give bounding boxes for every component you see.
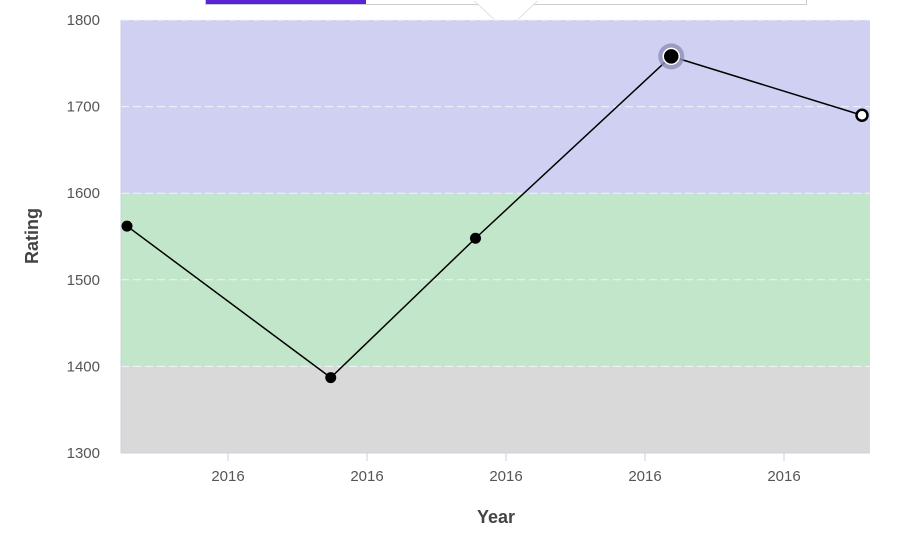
x-tick-label-0: 2016 <box>211 468 244 485</box>
x-tick-label-4: 2016 <box>767 468 800 485</box>
rating-bands <box>121 20 870 453</box>
y-tick-label-1: 1400 <box>67 358 100 375</box>
grid-lines <box>120 19 870 454</box>
x-axis-ticks: 2016 2016 2016 2016 2016 <box>211 453 801 485</box>
y-tick-label-2: 1500 <box>67 272 100 289</box>
x-axis-title: Year <box>477 507 515 527</box>
data-point-4 <box>855 108 869 123</box>
y-tick-label-0: 1300 <box>67 445 100 462</box>
data-point-2 <box>470 232 481 244</box>
data-point-1 <box>325 372 337 384</box>
y-tick-label-5: 1800 <box>67 12 100 29</box>
rating-series <box>121 43 869 384</box>
y-axis-title: Rating <box>22 208 42 264</box>
tooltip-accent-bar <box>206 0 366 4</box>
x-tick-label-2: 2016 <box>489 468 522 485</box>
x-tick-label-1: 2016 <box>350 468 383 485</box>
data-point-0 <box>121 220 133 232</box>
y-axis-ticks: 1300 1400 1500 1600 1700 1800 <box>67 12 100 462</box>
x-tick-label-3: 2016 <box>628 468 661 485</box>
rating-band-0 <box>121 366 870 453</box>
y-tick-label-3: 1600 <box>67 185 100 202</box>
data-point-3 <box>662 47 680 66</box>
y-tick-label-4: 1700 <box>67 99 100 116</box>
